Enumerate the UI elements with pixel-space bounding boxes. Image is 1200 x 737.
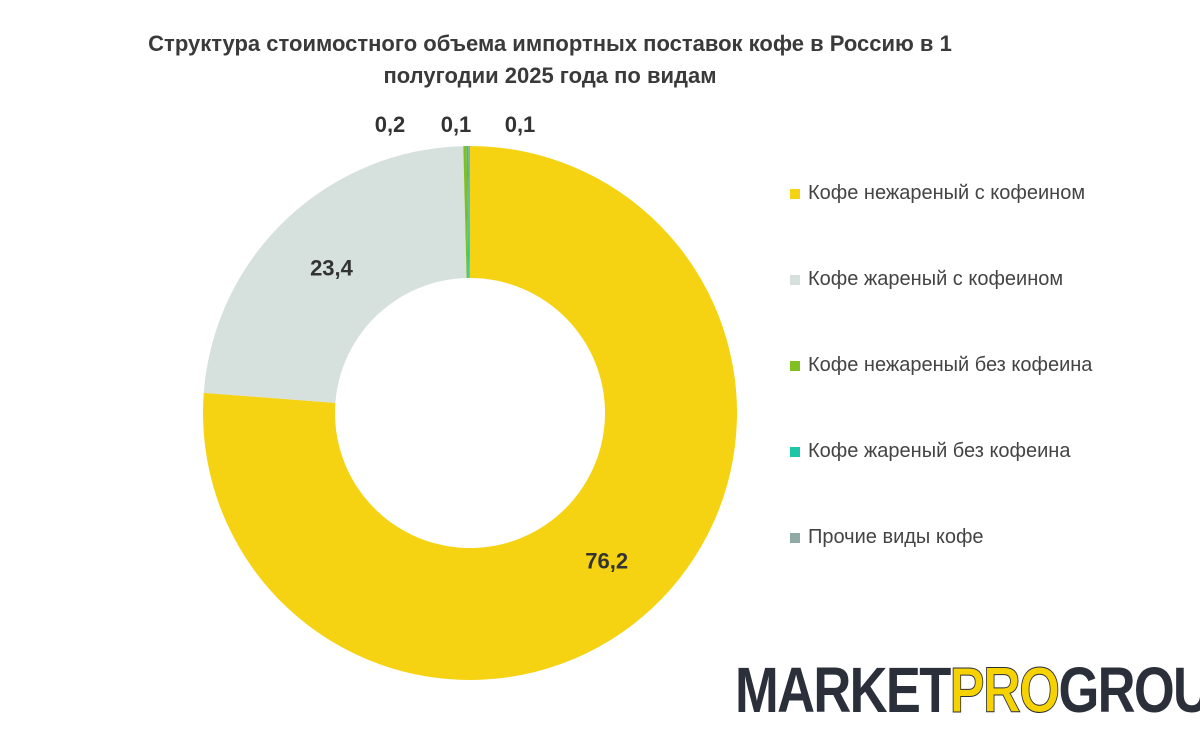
marketprogroup-logo: MARKETPROGROUP xyxy=(735,654,1200,727)
legend-item-1: Кофе нежареный с кофеином xyxy=(790,172,1190,215)
slice-5 xyxy=(468,146,470,279)
legend-swatch xyxy=(790,532,800,543)
donut-slices xyxy=(203,146,738,680)
slice-labels: 76,2 23,4 0,2 0,1 0,1 xyxy=(310,112,628,573)
slice-1 xyxy=(203,146,738,680)
legend-item-2: Кофе жареный с кофеином xyxy=(790,258,1190,301)
chart-title: Структура стоимостного объема импортных … xyxy=(148,31,952,88)
legend-item-3: Кофе нежареный без кофеина xyxy=(790,344,1190,387)
legend-item-4: Кофе жареный без кофеина xyxy=(790,430,1190,473)
legend-swatch xyxy=(790,446,800,457)
legend-label: Кофе жареный без кофеина xyxy=(808,440,1071,462)
slice-label-1: 76,2 xyxy=(585,548,628,573)
slice-label-3: 0,2 xyxy=(375,112,406,137)
legend-label: Кофе нежареный с кофеином xyxy=(808,182,1086,204)
legend-label: Кофе нежареный без кофеина xyxy=(808,354,1093,376)
legend: Кофе нежареный с кофеином Кофе жареный с … xyxy=(790,172,1190,602)
slice-4 xyxy=(466,146,470,279)
slice-2 xyxy=(203,146,467,403)
slice-label-4: 0,1 xyxy=(441,112,472,137)
slice-label-2: 23,4 xyxy=(310,255,354,280)
slice-label-5: 0,1 xyxy=(505,112,536,137)
legend-item-5: Прочие виды кофе xyxy=(790,516,1190,559)
legend-label: Кофе жареный с кофеином xyxy=(808,268,1064,290)
slice-3 xyxy=(463,146,469,279)
legend-swatch xyxy=(790,188,800,199)
legend-swatch xyxy=(790,274,800,285)
legend-label: Прочие виды кофе xyxy=(808,526,984,548)
legend-swatch xyxy=(790,360,800,371)
